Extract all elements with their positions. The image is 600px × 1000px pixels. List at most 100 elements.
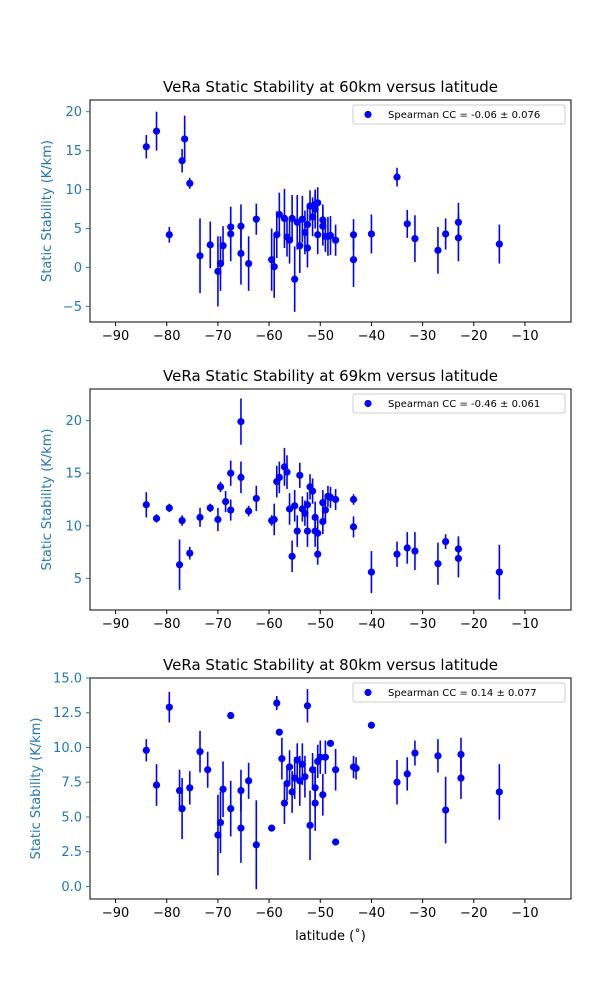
data-point: [367, 721, 376, 729]
x-tick-label: −60: [255, 906, 282, 921]
data-point: [454, 202, 463, 242]
marker: [227, 506, 235, 514]
marker: [275, 210, 283, 219]
marker: [319, 791, 327, 799]
marker: [367, 230, 376, 238]
marker: [206, 504, 214, 512]
marker: [268, 824, 276, 832]
data-point: [165, 226, 173, 243]
data-point: [442, 776, 450, 844]
marker: [152, 514, 161, 523]
data-point: [434, 542, 442, 585]
marker: [142, 501, 150, 509]
data-point: [252, 203, 260, 235]
marker: [403, 544, 411, 552]
marker: [321, 506, 329, 514]
marker: [288, 552, 296, 560]
y-tick-label: 20: [65, 105, 82, 120]
x-tick-label: −30: [409, 617, 436, 632]
data-point: [152, 111, 161, 151]
data-point: [142, 739, 150, 762]
data-point: [237, 204, 245, 248]
data-point: [403, 532, 411, 564]
data-point: [403, 757, 411, 791]
data-point: [457, 737, 465, 772]
marker: [314, 231, 322, 239]
data-point: [227, 780, 235, 837]
data-point: [393, 760, 401, 805]
data-point: [349, 232, 358, 287]
data-point: [411, 215, 419, 263]
data-point: [314, 215, 322, 255]
x-tick-label: −20: [460, 329, 487, 344]
data-point: [196, 507, 204, 527]
data-point: [204, 751, 212, 788]
marker: [332, 236, 340, 244]
data-point: [285, 493, 294, 525]
legend: Spearman CC = 0.14 ± 0.077: [352, 682, 566, 703]
marker: [152, 127, 161, 135]
data-point: [403, 209, 411, 238]
marker: [293, 527, 301, 535]
marker: [308, 487, 317, 495]
marker: [152, 781, 161, 789]
marker: [495, 240, 503, 248]
marker: [311, 784, 319, 792]
y-tick-label: 5: [74, 222, 82, 237]
data-point: [245, 762, 253, 799]
data-point: [367, 214, 376, 254]
marker: [216, 483, 225, 491]
data-point: [332, 748, 340, 791]
marker: [142, 143, 150, 151]
marker: [245, 259, 253, 268]
x-tick-label: −90: [102, 329, 129, 344]
marker: [457, 774, 465, 782]
y-axis-label: Static Stability (K/km): [29, 718, 44, 860]
x-tick-label: −60: [255, 329, 282, 344]
marker: [314, 199, 322, 207]
x-tick-label: −30: [409, 906, 436, 921]
data-point: [434, 226, 442, 274]
marker: [367, 721, 376, 729]
marker: [196, 252, 204, 260]
x-tick-label: −80: [153, 617, 180, 632]
marker: [219, 242, 227, 250]
marker: [237, 222, 245, 230]
data-point: [270, 235, 278, 298]
marker: [142, 746, 150, 754]
x-tick-label: −80: [153, 906, 180, 921]
marker: [442, 230, 450, 238]
marker: [434, 246, 442, 254]
marker: [326, 739, 335, 747]
data-point: [280, 782, 289, 824]
data-point: [367, 551, 376, 594]
data-point: [495, 544, 503, 600]
marker: [280, 799, 289, 807]
data-point: [303, 689, 312, 723]
marker: [178, 805, 186, 813]
data-point: [293, 515, 301, 547]
marker: [181, 135, 189, 143]
data-point: [216, 481, 225, 493]
data-point: [178, 778, 186, 840]
data-point: [181, 115, 189, 163]
marker: [270, 263, 278, 271]
marker: [214, 515, 222, 524]
marker: [411, 547, 419, 555]
marker: [314, 529, 322, 537]
data-point: [291, 490, 299, 522]
legend: Spearman CC = -0.06 ± 0.076: [352, 104, 566, 125]
marker: [227, 469, 235, 477]
data-point: [152, 514, 161, 523]
marker: [237, 473, 245, 481]
x-tick-label: −90: [102, 906, 129, 921]
marker: [216, 818, 225, 827]
data-point: [165, 503, 173, 513]
data-point: [303, 492, 312, 518]
data-point: [332, 838, 340, 846]
x-tick-label: −30: [409, 329, 436, 344]
data-point: [442, 218, 450, 250]
marker: [321, 753, 329, 761]
marker: [206, 241, 214, 249]
marker: [411, 235, 419, 243]
